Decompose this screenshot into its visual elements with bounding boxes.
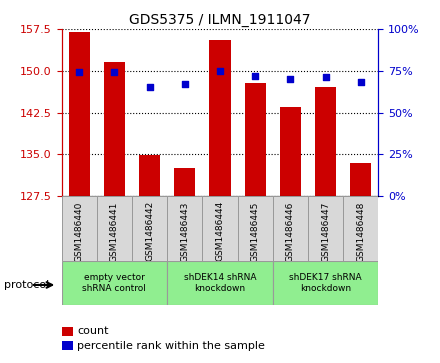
Bar xyxy=(132,196,167,261)
Point xyxy=(216,68,224,74)
Text: GSM1486445: GSM1486445 xyxy=(251,201,260,262)
Bar xyxy=(62,261,167,305)
Bar xyxy=(202,196,238,261)
Bar xyxy=(238,196,273,261)
Title: GDS5375 / ILMN_1911047: GDS5375 / ILMN_1911047 xyxy=(129,13,311,26)
Point xyxy=(287,76,294,82)
Text: GSM1486444: GSM1486444 xyxy=(216,201,224,261)
Bar xyxy=(62,196,97,261)
Point xyxy=(76,70,83,76)
Bar xyxy=(315,87,336,196)
Bar xyxy=(139,155,160,196)
Bar xyxy=(174,168,195,196)
Point xyxy=(252,73,259,79)
Bar xyxy=(273,261,378,305)
Bar xyxy=(350,163,371,196)
Bar xyxy=(167,261,273,305)
Point xyxy=(146,85,153,90)
Point xyxy=(322,74,329,80)
Point xyxy=(181,81,188,87)
Point xyxy=(357,79,364,85)
Bar xyxy=(343,196,378,261)
Bar xyxy=(280,107,301,196)
Bar xyxy=(209,40,231,196)
Text: GSM1486443: GSM1486443 xyxy=(180,201,189,262)
Bar xyxy=(69,32,90,196)
Bar xyxy=(273,196,308,261)
Bar xyxy=(97,196,132,261)
Text: GSM1486447: GSM1486447 xyxy=(321,201,330,262)
Text: GSM1486448: GSM1486448 xyxy=(356,201,365,262)
Text: shDEK14 shRNA
knockdown: shDEK14 shRNA knockdown xyxy=(184,273,256,293)
Bar xyxy=(167,196,202,261)
Text: GSM1486442: GSM1486442 xyxy=(145,201,154,261)
Text: GSM1486440: GSM1486440 xyxy=(75,201,84,262)
Bar xyxy=(308,196,343,261)
Text: GSM1486441: GSM1486441 xyxy=(110,201,119,262)
Text: GSM1486446: GSM1486446 xyxy=(286,201,295,262)
Text: protocol: protocol xyxy=(4,280,50,290)
Bar xyxy=(245,83,266,196)
Text: count: count xyxy=(77,326,109,337)
Point xyxy=(111,70,118,76)
Text: percentile rank within the sample: percentile rank within the sample xyxy=(77,341,265,351)
Text: empty vector
shRNA control: empty vector shRNA control xyxy=(82,273,147,293)
Bar xyxy=(104,62,125,196)
Text: shDEK17 shRNA
knockdown: shDEK17 shRNA knockdown xyxy=(289,273,362,293)
